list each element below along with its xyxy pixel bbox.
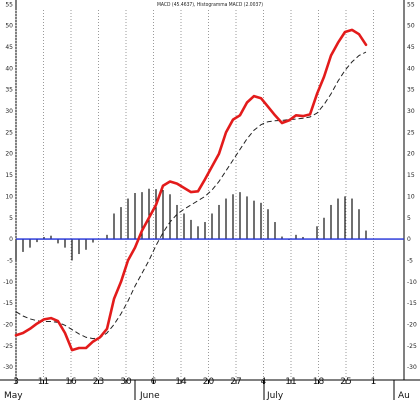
y-tick-label-left: 10 [5, 193, 13, 200]
y-tick-label-left: 15 [5, 172, 13, 179]
y-tick-label-left: -30 [3, 364, 13, 371]
y-tick-label-right: 50 [407, 23, 415, 30]
y-tick-label-right: 10 [407, 193, 415, 200]
x-tick-label: 20 [203, 377, 215, 387]
x-tick-label: 6 [151, 377, 157, 387]
y-tick-label-left: 55 [5, 1, 13, 8]
month-label: July [266, 391, 284, 400]
chart-title: MACD (45.4637), Histogramma MACD (2.0037… [157, 2, 263, 8]
y-tick-label-right: -15 [407, 300, 417, 307]
y-tick-label-left: 0 [9, 236, 13, 243]
y-tick-label-left: 45 [5, 44, 13, 51]
y-tick-label-right: 55 [407, 1, 415, 8]
x-tick-label: 3 [13, 377, 19, 387]
y-tick-label-right: -5 [407, 257, 413, 264]
x-tick-label: 11 [285, 377, 296, 387]
y-tick-label-left: -25 [3, 343, 13, 350]
y-tick-label-right: 0 [407, 236, 411, 243]
x-tick-label: 16 [65, 377, 77, 387]
x-tick-label: 14 [175, 377, 187, 387]
x-tick-label: 27 [230, 377, 241, 387]
x-axis-labels: 311162330614202741118251 [13, 377, 376, 387]
y-tick-label-right: -10 [407, 279, 417, 286]
plot-area [16, 0, 404, 380]
y-tick-label-right: 20 [407, 151, 415, 158]
month-label: June [139, 391, 160, 400]
month-label: May [4, 391, 23, 400]
y-tick-label-left: 30 [5, 108, 13, 115]
y-tick-label-right: 35 [407, 87, 415, 94]
y-tick-label-left: 35 [5, 87, 13, 94]
y-tick-label-right: 40 [407, 65, 415, 72]
y-tick-label-left: -20 [3, 321, 13, 328]
y-tick-label-left: -10 [3, 279, 13, 286]
x-tick-label: 30 [120, 377, 132, 387]
y-tick-label-right: -25 [407, 343, 417, 350]
y-tick-label-left: 50 [5, 23, 13, 30]
month-labels: May June July Au [4, 380, 410, 400]
y-tick-label-right: 15 [407, 172, 415, 179]
y-tick-label-right: 45 [407, 44, 415, 51]
y-tick-label-right: 25 [407, 129, 415, 136]
y-tick-label-right: 30 [407, 108, 415, 115]
macd-line [14, 28, 368, 352]
y-tick-label-left: 20 [5, 151, 13, 158]
y-tick-label-right: -20 [407, 321, 417, 328]
x-tick-label: 23 [93, 377, 104, 387]
y-tick-label-right: 5 [407, 215, 411, 222]
month-label: Au [398, 391, 410, 400]
signal-line [15, 51, 367, 340]
y-tick-label-left: 40 [5, 65, 13, 72]
x-tick-label: 11 [38, 377, 49, 387]
y-tick-label-left: -5 [7, 257, 13, 264]
y-tick-label-right: -30 [407, 364, 417, 371]
x-tick-label: 25 [340, 377, 351, 387]
x-tick-label: 18 [313, 377, 325, 387]
y-tick-label-left: -15 [3, 300, 13, 307]
y-tick-label-left: 5 [9, 215, 13, 222]
y-tick-label-left: 25 [5, 129, 13, 136]
x-tick-label: 1 [371, 377, 377, 387]
